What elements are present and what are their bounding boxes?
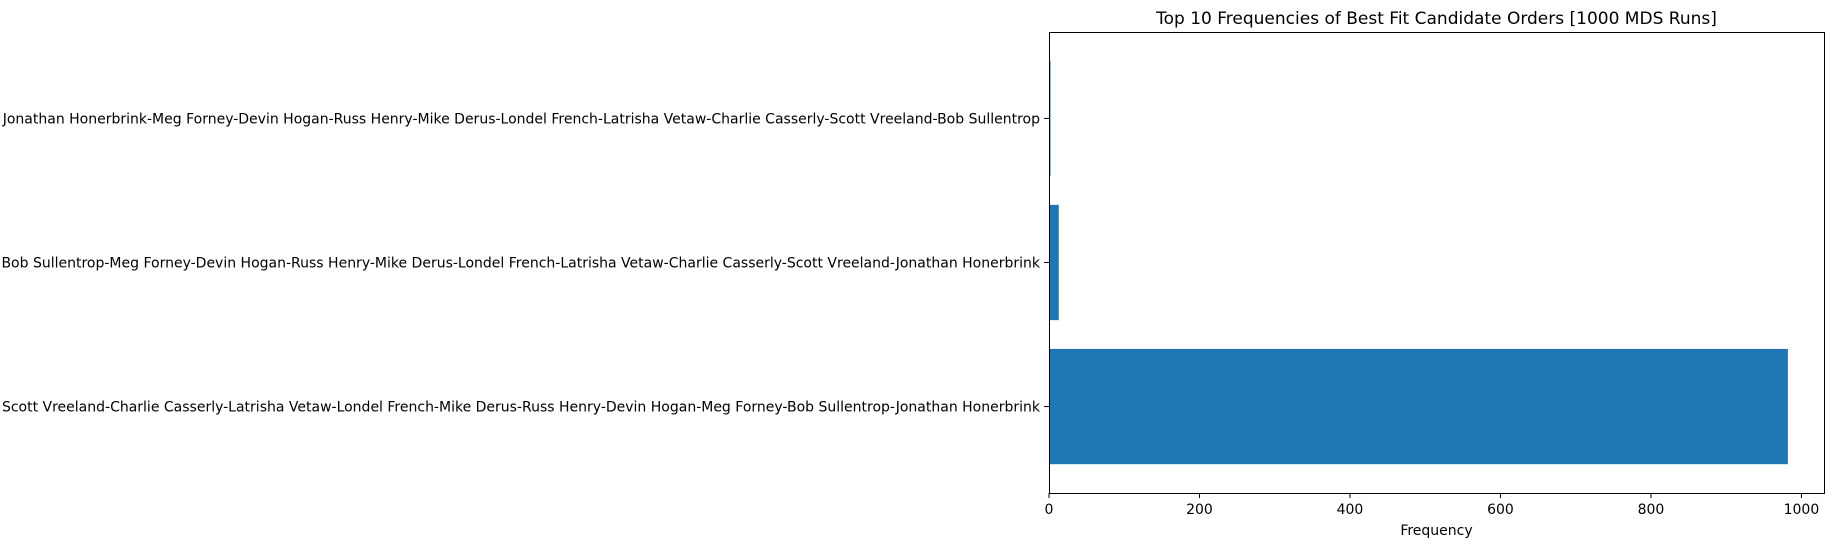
chart-title: Top 10 Frequencies of Best Fit Candidate…	[1155, 9, 1717, 29]
x-tick-label: 1000	[1784, 502, 1820, 518]
x-axis-title: Frequency	[1400, 523, 1472, 539]
x-tick-label: 400	[1337, 502, 1364, 518]
x-tick-label: 200	[1186, 502, 1213, 518]
plot-frame	[1049, 32, 1825, 494]
bar	[1049, 204, 1059, 321]
category-label: Jonathan Honerbrink-Meg Forney-Devin Hog…	[2, 111, 1040, 127]
bar	[1049, 348, 1788, 465]
bars-group	[1049, 60, 1788, 465]
x-tick-label: 0	[1045, 502, 1054, 518]
category-label: Scott Vreeland-Charlie Casserly-Latrisha…	[2, 400, 1041, 416]
x-axis-ticks: 0 200 400 600 800 1000	[1045, 493, 1820, 518]
x-tick-label: 600	[1487, 502, 1514, 518]
category-label: Bob Sullentrop-Meg Forney-Devin Hogan-Ru…	[1, 256, 1040, 272]
x-tick-label: 800	[1638, 502, 1665, 518]
category-labels: Scott Vreeland-Charlie Casserly-Latrisha…	[1, 111, 1049, 416]
